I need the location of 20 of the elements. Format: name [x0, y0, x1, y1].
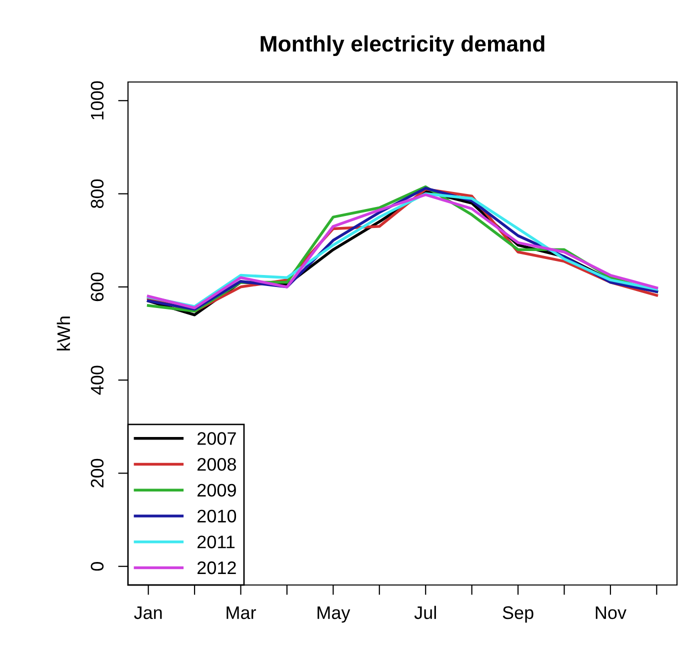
y-tick-label: 200 — [90, 458, 104, 488]
legend-label: 2011 — [198, 536, 235, 548]
x-tick-label: Jan — [134, 606, 162, 620]
y-tick-label: 0 — [90, 562, 104, 571]
x-tick-label: Sep — [502, 606, 534, 623]
chart-title: Monthly electricity demand — [260, 35, 544, 56]
legend-label: 2012 — [198, 561, 236, 574]
x-tick-label: Mar — [226, 606, 256, 620]
x-tick-label: Jul — [414, 606, 436, 620]
x-tick-label: May — [318, 606, 350, 623]
legend-label: 2010 — [198, 510, 236, 522]
y-tick-label: 1000 — [90, 81, 104, 120]
legend-label: 2008 — [198, 458, 236, 471]
legend-label: 2009 — [198, 484, 236, 497]
y-axis-title: kWh — [56, 316, 70, 350]
y-tick-label: 800 — [90, 179, 104, 208]
y-tick-label: 400 — [90, 366, 104, 395]
x-tick-label: Nov — [596, 606, 626, 620]
y-tick-label: 600 — [90, 272, 104, 302]
legend-label: 2007 — [198, 432, 236, 445]
